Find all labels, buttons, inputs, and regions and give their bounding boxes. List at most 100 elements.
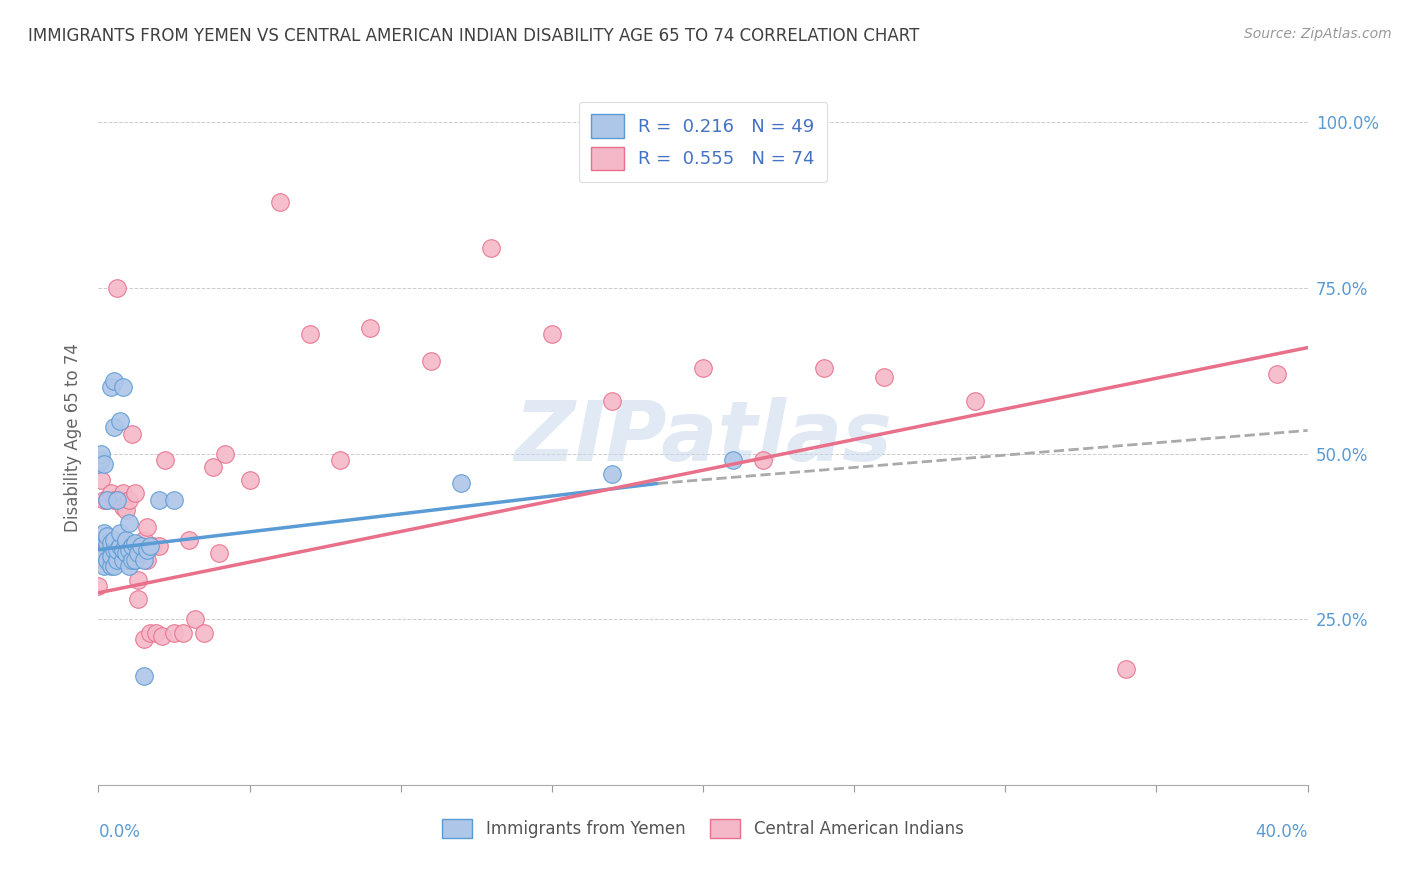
Point — [90, 447, 112, 461]
Point — [1115, 662, 1137, 676]
Point — [103, 493, 125, 508]
Point — [100, 559, 122, 574]
Point — [1267, 367, 1289, 381]
Point — [124, 552, 146, 566]
Point — [481, 241, 503, 255]
Point — [114, 552, 136, 566]
Point — [90, 546, 112, 560]
Point — [93, 526, 115, 541]
Point — [105, 281, 128, 295]
Point — [127, 592, 149, 607]
Point — [129, 540, 152, 554]
Point — [105, 493, 128, 508]
Point — [100, 380, 122, 394]
Point — [723, 453, 745, 467]
Point — [121, 552, 143, 566]
Point — [145, 625, 167, 640]
Point — [132, 632, 155, 647]
Point — [87, 579, 110, 593]
Point — [602, 467, 624, 481]
Point — [96, 529, 118, 543]
Point — [965, 393, 987, 408]
Point — [100, 486, 122, 500]
Point — [135, 552, 157, 566]
Point — [114, 533, 136, 547]
Point — [100, 536, 122, 550]
Point — [202, 459, 225, 474]
Text: Source: ZipAtlas.com: Source: ZipAtlas.com — [1244, 27, 1392, 41]
Point — [121, 426, 143, 441]
Point — [93, 552, 115, 566]
Point — [111, 500, 134, 514]
Point — [129, 546, 152, 560]
Legend: Immigrants from Yemen, Central American Indians: Immigrants from Yemen, Central American … — [434, 810, 972, 847]
Point — [103, 552, 125, 566]
Point — [121, 540, 143, 554]
Point — [193, 625, 215, 640]
Point — [148, 493, 170, 508]
Point — [100, 552, 122, 566]
Point — [208, 546, 231, 560]
Point — [105, 493, 128, 508]
Point — [96, 493, 118, 508]
Point — [118, 516, 141, 531]
Point — [163, 493, 186, 508]
Point — [132, 533, 155, 547]
Point — [420, 354, 443, 368]
Point — [118, 493, 141, 508]
Point — [184, 612, 207, 626]
Point — [118, 559, 141, 574]
Point — [172, 625, 194, 640]
Point — [111, 552, 134, 566]
Point — [813, 360, 835, 375]
Y-axis label: Disability Age 65 to 74: Disability Age 65 to 74 — [65, 343, 83, 532]
Text: 0.0%: 0.0% — [98, 823, 141, 841]
Point — [111, 380, 134, 394]
Point — [111, 552, 134, 566]
Point — [105, 542, 128, 557]
Point — [450, 476, 472, 491]
Point — [127, 573, 149, 587]
Point — [139, 540, 162, 554]
Point — [299, 327, 322, 342]
Point — [96, 552, 118, 566]
Point — [148, 540, 170, 554]
Point — [163, 625, 186, 640]
Point — [96, 493, 118, 508]
Point — [108, 493, 131, 508]
Point — [93, 493, 115, 508]
Point — [96, 552, 118, 566]
Point — [269, 194, 291, 209]
Point — [90, 453, 112, 467]
Point — [108, 540, 131, 554]
Point — [360, 320, 382, 334]
Point — [105, 546, 128, 560]
Point — [179, 533, 201, 547]
Point — [135, 519, 157, 533]
Text: ZIPatlas: ZIPatlas — [515, 397, 891, 477]
Point — [111, 486, 134, 500]
Point — [96, 536, 118, 550]
Point — [121, 540, 143, 554]
Point — [114, 546, 136, 560]
Point — [103, 374, 125, 388]
Point — [103, 542, 125, 557]
Point — [602, 393, 624, 408]
Point — [135, 542, 157, 557]
Point — [100, 549, 122, 564]
Point — [873, 370, 896, 384]
Point — [752, 453, 775, 467]
Text: IMMIGRANTS FROM YEMEN VS CENTRAL AMERICAN INDIAN DISABILITY AGE 65 TO 74 CORRELA: IMMIGRANTS FROM YEMEN VS CENTRAL AMERICA… — [28, 27, 920, 45]
Point — [114, 503, 136, 517]
Point — [124, 536, 146, 550]
Point — [127, 546, 149, 560]
Point — [118, 542, 141, 557]
Point — [108, 526, 131, 541]
Point — [108, 540, 131, 554]
Point — [100, 540, 122, 554]
Point — [329, 453, 352, 467]
Point — [93, 559, 115, 574]
Point — [124, 540, 146, 554]
Point — [103, 420, 125, 434]
Point — [132, 552, 155, 566]
